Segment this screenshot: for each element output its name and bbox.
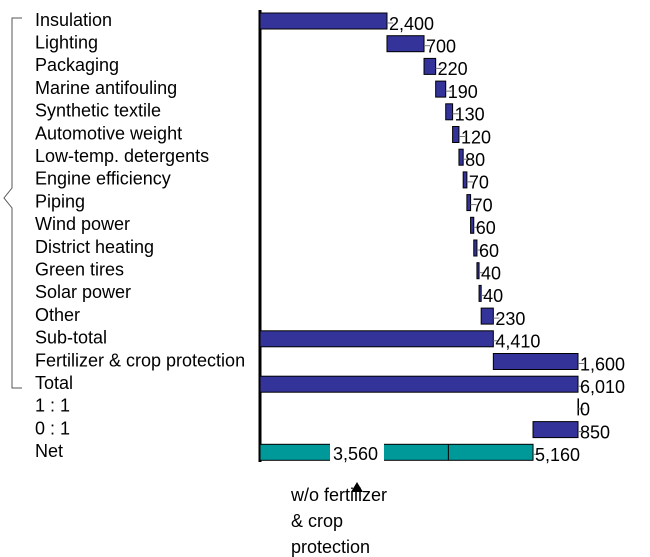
bar	[259, 12, 388, 30]
value-label: 230	[495, 309, 525, 329]
category-label: District heating	[35, 237, 154, 257]
bar	[462, 171, 468, 189]
value-label: 2,400	[389, 14, 434, 34]
category-label: Piping	[35, 191, 85, 211]
bar	[470, 216, 475, 234]
bar	[492, 353, 579, 370]
category-label: Sub-total	[35, 328, 107, 348]
category-label: 1 : 1	[35, 396, 70, 416]
category-label: Total	[35, 373, 73, 393]
arrow	[351, 482, 363, 492]
value-label: 0	[580, 400, 590, 420]
value-label: 130	[455, 105, 485, 125]
bar	[466, 194, 472, 212]
category-label: Other	[35, 305, 80, 325]
category-label: Marine antifouling	[35, 78, 177, 98]
value-label: 6,010	[580, 377, 625, 397]
bar	[452, 126, 460, 143]
label-bg	[330, 443, 384, 462]
bar	[259, 375, 579, 393]
bar	[386, 35, 425, 53]
value-label: 70	[469, 173, 489, 193]
bar	[476, 262, 480, 280]
bar	[473, 239, 478, 257]
bar	[259, 443, 534, 461]
value-label: 220	[438, 59, 468, 79]
category-label: Insulation	[35, 10, 112, 30]
annotation: & crop	[291, 511, 343, 531]
category-label: Low-temp. detergents	[35, 146, 209, 166]
bar	[478, 284, 482, 302]
value-label: 60	[476, 218, 496, 238]
value-label: 60	[479, 241, 499, 261]
category-label: Packaging	[35, 55, 119, 75]
bar	[445, 103, 454, 121]
category-label: Net	[35, 441, 63, 461]
bar	[259, 330, 494, 348]
value-label: 4,410	[495, 332, 540, 352]
value-label: 190	[448, 82, 478, 102]
category-label: Wind power	[35, 214, 130, 234]
brace	[3, 17, 22, 389]
value-label: 40	[481, 263, 501, 283]
value-label: 40	[483, 286, 503, 306]
value-label: 120	[461, 127, 491, 147]
bar	[532, 421, 579, 439]
category-label: Solar power	[35, 282, 131, 302]
bar	[435, 80, 447, 98]
bar	[423, 57, 437, 75]
annotation: protection	[291, 537, 370, 557]
value-label: 80	[465, 150, 485, 170]
net-annotation-label: 3,560	[333, 444, 378, 464]
category-label: 0 : 1	[35, 418, 70, 438]
category-label: Lighting	[35, 32, 98, 52]
category-label: Engine efficiency	[35, 169, 171, 189]
category-label: Synthetic textile	[35, 101, 161, 121]
bar	[480, 307, 494, 325]
bar	[577, 398, 579, 416]
bar	[458, 148, 464, 166]
category-label: Automotive weight	[35, 123, 182, 143]
category-label: Green tires	[35, 259, 124, 279]
value-label: 70	[473, 195, 493, 215]
value-label: 1,600	[580, 354, 625, 374]
annotation: w/o fertilizer	[290, 485, 387, 505]
category-label: Fertilizer & crop protection	[35, 350, 245, 370]
value-label: 5,160	[535, 445, 580, 465]
value-label: 700	[426, 36, 456, 56]
value-label: 850	[580, 422, 610, 442]
